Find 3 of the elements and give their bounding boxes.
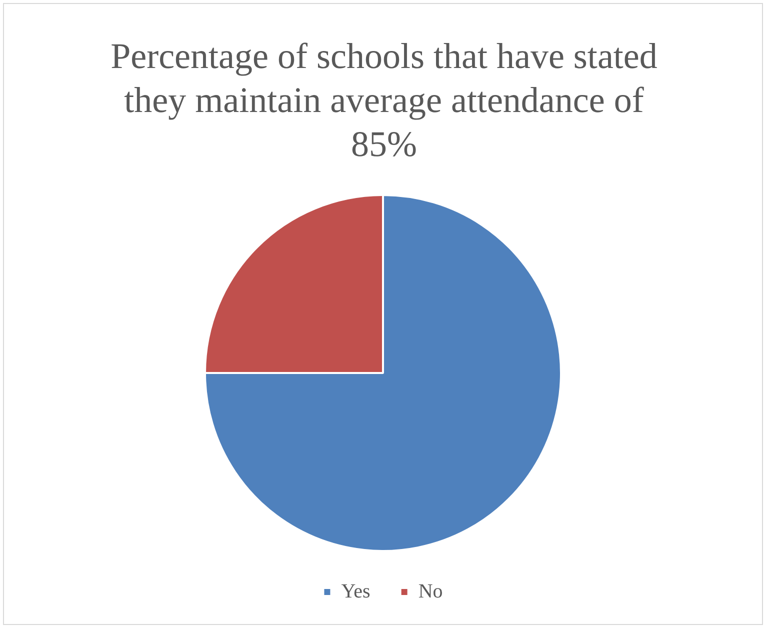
chart-title: Percentage of schools that have stated they maintain average attendance of 85% <box>110 35 658 166</box>
legend-label: No <box>418 580 443 602</box>
legend-label: Yes <box>341 580 371 602</box>
